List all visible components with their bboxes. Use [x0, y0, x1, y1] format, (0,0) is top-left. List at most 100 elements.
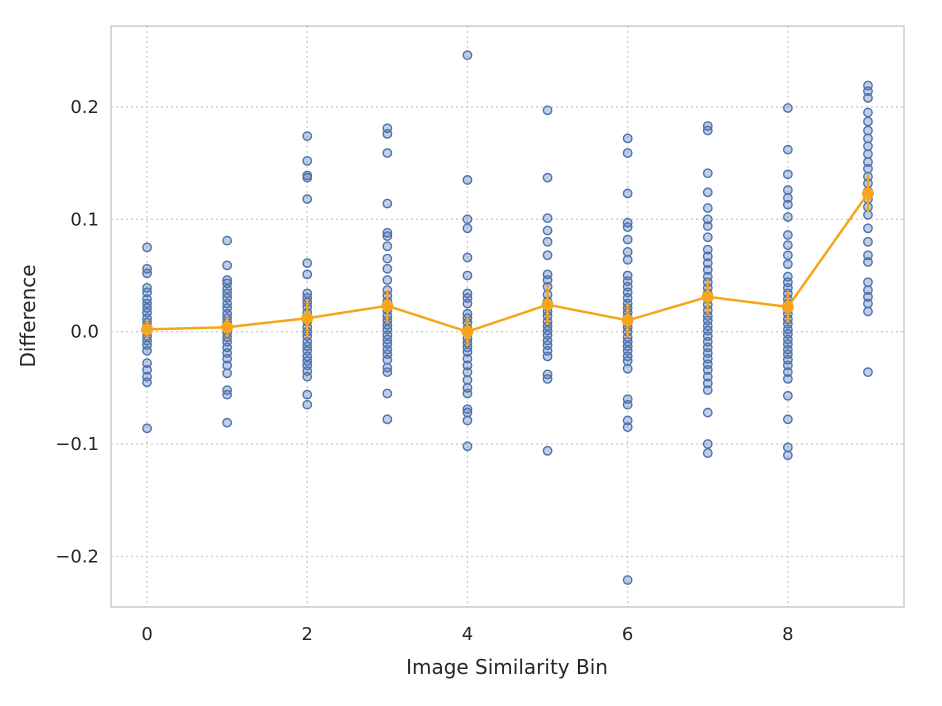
scatter-point — [622, 222, 633, 233]
scatter-point — [702, 385, 713, 396]
scatter-point — [542, 236, 553, 247]
scatter-point — [782, 360, 793, 371]
scatter-point — [542, 225, 553, 236]
scatter-point — [702, 407, 713, 418]
scatter-point — [222, 353, 233, 364]
scatter-point — [462, 175, 473, 185]
plot-background — [111, 26, 904, 607]
scatter-point — [142, 345, 152, 356]
y-tick-label: 0.2 — [70, 97, 99, 118]
scatter-point — [462, 252, 473, 263]
scatter-point — [702, 364, 713, 375]
scatter-point — [382, 367, 393, 378]
scatter-point — [702, 448, 713, 458]
scatter-point — [863, 291, 873, 302]
mean-marker — [221, 321, 234, 334]
scatter-point — [622, 133, 633, 144]
scatter-point — [622, 415, 633, 426]
mean-marker — [861, 187, 874, 200]
scatter-point — [782, 250, 793, 261]
scatter-point — [302, 269, 313, 280]
scatter-point — [863, 250, 873, 261]
scatter-point — [222, 417, 233, 428]
y-axis-label: Difference — [16, 264, 40, 367]
y-tick-labels: −0.2 −0.1 0.0 0.1 0.2 — [55, 97, 99, 568]
scatter-point — [702, 378, 713, 389]
scatter-point — [462, 415, 473, 426]
mean-marker — [701, 290, 714, 303]
scatter-point — [863, 223, 873, 234]
scatter-point — [622, 575, 633, 585]
scatter-point — [863, 116, 873, 127]
scatter-point — [863, 298, 873, 309]
scatter-point — [702, 251, 713, 262]
scatter-point — [462, 404, 473, 415]
scatter-point — [782, 373, 793, 384]
scatter-point — [222, 235, 233, 246]
mean-marker — [461, 325, 474, 338]
scatter-point — [702, 125, 713, 136]
scatter-point — [382, 388, 393, 399]
scatter-point — [542, 105, 553, 116]
scatter-point — [863, 125, 873, 136]
mean-marker — [781, 300, 794, 313]
scatter-point — [863, 236, 873, 247]
scatter-point — [782, 169, 793, 180]
scatter-point — [702, 214, 713, 225]
scatter-point — [302, 131, 313, 142]
x-tick-label: 2 — [302, 624, 313, 645]
x-tick-labels: 0 2 4 6 8 — [141, 624, 793, 645]
scatter-point — [142, 287, 152, 298]
scatter-point — [863, 107, 873, 118]
scatter-point — [222, 389, 233, 400]
scatter-point — [702, 258, 713, 269]
scatter-point — [302, 194, 313, 204]
scatter-point — [782, 367, 793, 378]
scatter-point — [622, 422, 633, 433]
scatter-point — [622, 399, 633, 410]
scatter-point — [462, 375, 473, 385]
scatter-point — [622, 188, 633, 199]
scatter-point — [542, 445, 553, 456]
mean-marker — [301, 312, 314, 325]
scatter-point — [462, 360, 473, 371]
scatter-point — [782, 230, 793, 240]
scatter-point — [782, 212, 793, 222]
scatter-point — [302, 155, 313, 166]
scatter-point — [382, 354, 393, 365]
x-tick-label: 6 — [622, 624, 633, 645]
scatter-point — [142, 242, 152, 253]
scatter-point — [462, 441, 473, 452]
scatter-point — [622, 234, 633, 245]
scatter-point — [782, 199, 793, 210]
scatter-point — [222, 260, 233, 271]
scatter-point — [142, 364, 152, 375]
mean-marker — [381, 299, 394, 312]
scatter-point — [462, 346, 473, 357]
scatter-point — [863, 157, 873, 167]
scatter-point — [302, 399, 313, 410]
scatter-point — [542, 373, 553, 384]
scatter-point — [702, 221, 713, 231]
scatter-point — [542, 213, 553, 224]
scatter-point — [702, 371, 713, 382]
scatter-point — [702, 264, 713, 275]
mean-marker — [141, 323, 154, 336]
scatter-point — [142, 423, 152, 434]
scatter-point — [782, 240, 793, 251]
scatter-point — [782, 259, 793, 270]
scatter-point — [462, 353, 473, 364]
y-tick-label: −0.2 — [55, 546, 99, 567]
scatter-point — [622, 246, 633, 257]
scatter-point — [382, 198, 393, 209]
scatter-point — [462, 298, 473, 309]
scatter-point — [382, 148, 393, 158]
y-tick-label: 0.0 — [70, 322, 99, 343]
scatter-point — [462, 214, 473, 225]
scatter-point — [622, 363, 633, 374]
scatter-point — [863, 285, 873, 295]
scatter-point — [382, 253, 393, 264]
scatter-point — [222, 368, 233, 379]
scatter-point — [782, 390, 793, 401]
